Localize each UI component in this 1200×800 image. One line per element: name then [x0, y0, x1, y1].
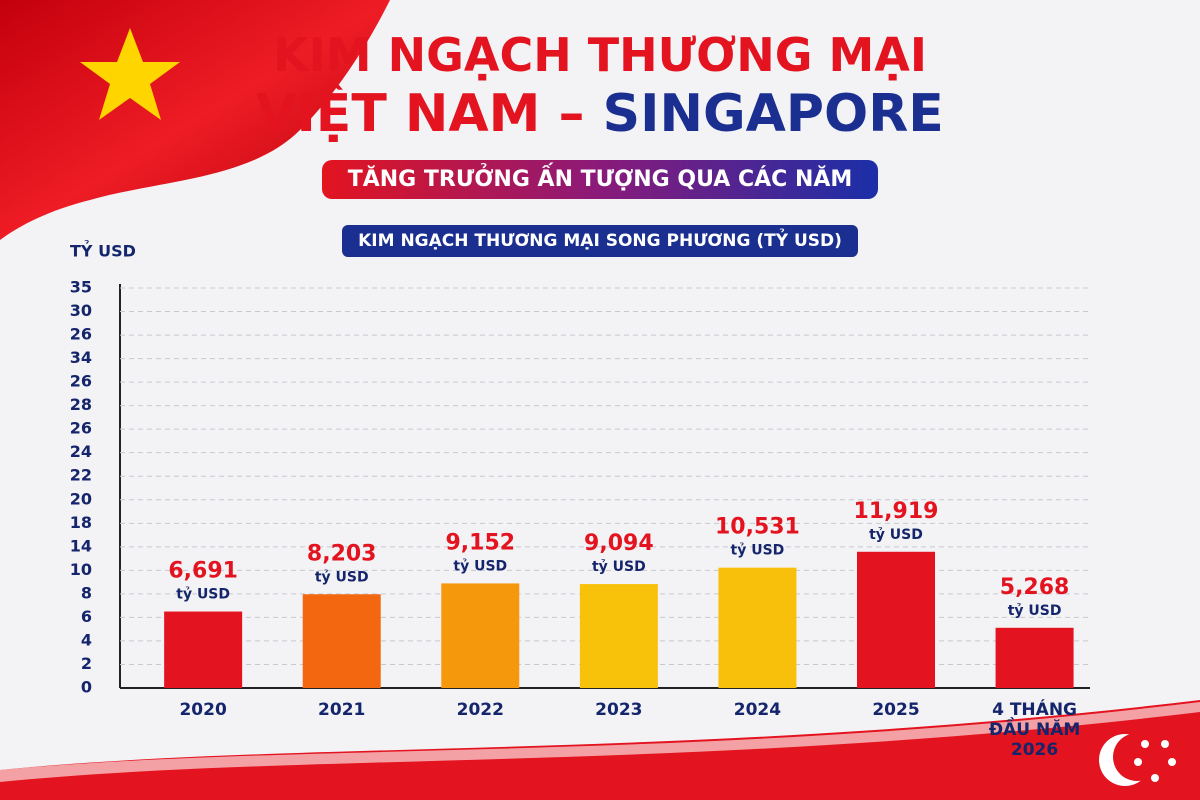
subtitle: TĂNG TRƯỞNG ẤN TƯỢNG QUA CÁC NĂM	[321, 160, 879, 199]
y-tick-label: 20	[70, 489, 92, 508]
y-tick-label: 6	[81, 607, 92, 626]
unit-label: tỷ USD	[731, 543, 785, 559]
value-label: 10,531	[715, 515, 800, 540]
unit-label: tỷ USD	[869, 527, 923, 543]
y-tick-label: 22	[70, 466, 92, 485]
bar	[441, 583, 520, 688]
y-tick-label: 34	[70, 348, 92, 367]
y-tick-label: 4	[81, 630, 92, 649]
chart-title: KIM NGẠCH THƯƠNG MẠI SONG PHƯƠNG (TỶ USD…	[342, 225, 858, 257]
title-line1: KIM NGẠCH THƯƠNG MẠI	[273, 28, 927, 82]
bar	[857, 551, 935, 688]
y-tick-label: 30	[70, 301, 92, 320]
y-tick-label: 2	[81, 654, 92, 673]
y-tick-label: 26	[70, 372, 92, 391]
bar	[164, 611, 243, 688]
bar	[579, 584, 658, 688]
singapore-stars	[1134, 740, 1176, 782]
y-tick-label: 28	[70, 395, 92, 414]
value-label: 6,691	[168, 559, 238, 584]
y-tick-label: 0	[81, 678, 92, 697]
unit-label: tỷ USD	[453, 558, 507, 574]
flag-star	[80, 28, 180, 120]
singapore-moon-cut	[1113, 733, 1161, 781]
title-part2: SINGAPORE	[602, 84, 944, 144]
unit-label: tỷ USD	[176, 587, 230, 603]
value-label: 8,203	[307, 541, 377, 566]
y-tick-label: 8	[81, 583, 92, 602]
y-axis-label: TỶ USD	[70, 240, 136, 261]
title-line2: VIỆT NAM – SINGAPORE	[0, 84, 1200, 144]
unit-label: tỷ USD	[1008, 603, 1062, 619]
bar	[995, 627, 1074, 688]
unit-label: tỷ USD	[315, 569, 369, 585]
unit-label: tỷ USD	[592, 559, 646, 575]
subtitle-wrap: TĂNG TRƯỞNG ẤN TƯỢNG QUA CÁC NĂM	[0, 160, 1200, 199]
y-tick-label: 26	[70, 325, 92, 344]
value-label: 9,152	[445, 530, 515, 555]
x-tick-label: 2021	[318, 700, 366, 720]
x-tick-label: 2023	[595, 700, 643, 720]
bar	[302, 594, 381, 688]
y-tick-label: 10	[70, 560, 92, 579]
value-label: 5,268	[1000, 575, 1070, 600]
bottom-wave-light	[0, 702, 1200, 782]
x-tick-label: 2020	[179, 700, 227, 720]
x-tick-label: 2025	[872, 700, 920, 720]
vietnam-flag	[0, 0, 390, 240]
bar	[718, 567, 797, 688]
y-tick-label: 18	[70, 513, 92, 532]
y-tick-label: 26	[70, 419, 92, 438]
x-tick-label: 4 THÁNG ĐẦU NĂM 2026	[988, 700, 1081, 760]
y-tick-label: 35	[70, 278, 92, 297]
y-tick-label: 14	[70, 536, 92, 555]
value-label: 9,094	[584, 531, 654, 556]
chart-title-wrap: KIM NGẠCH THƯƠNG MẠI SONG PHƯƠNG (TỶ USD…	[0, 225, 1200, 257]
y-tick-label: 24	[70, 442, 92, 461]
title-part1: VIỆT NAM –	[256, 84, 585, 144]
value-label: 11,919	[854, 499, 939, 524]
x-tick-label: 2024	[733, 700, 782, 720]
x-tick-label: 2022	[456, 700, 504, 720]
